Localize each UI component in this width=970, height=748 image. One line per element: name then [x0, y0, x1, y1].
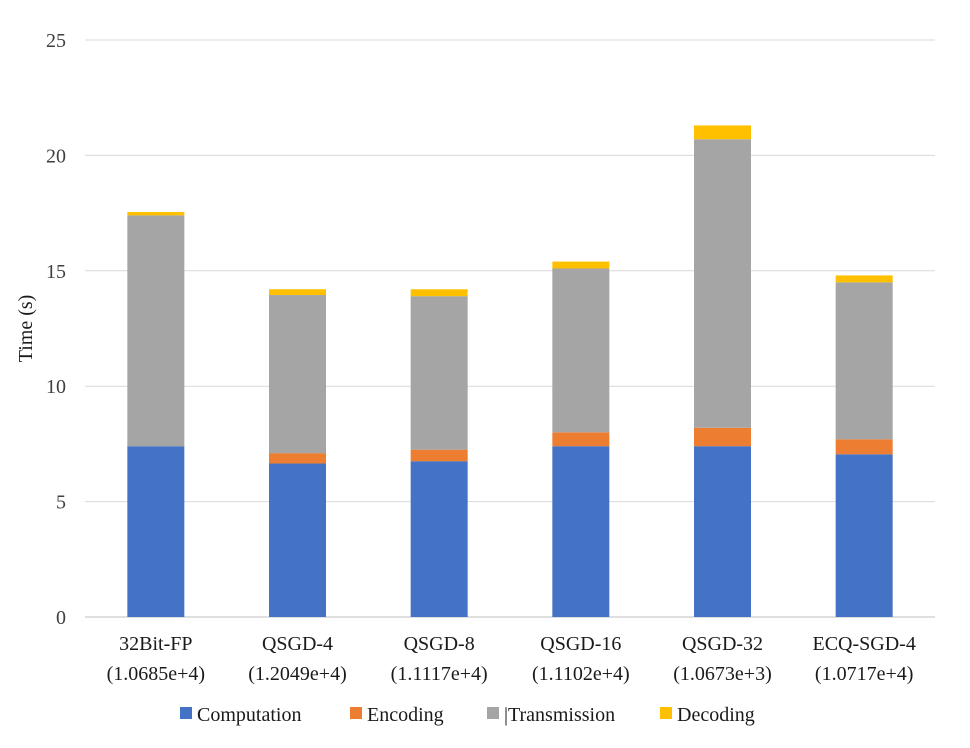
bar-segment-computation [269, 463, 326, 617]
bar-segment-transmission [552, 268, 610, 433]
bar-segment-computation [127, 446, 185, 617]
bar-segment-decoding [410, 289, 468, 297]
x-category-sublabel: (1.2049e+4) [248, 663, 346, 685]
x-category-sublabel: (1.0685e+4) [107, 663, 205, 685]
x-axis-labels: 32Bit-FP (1.0685e+4) QSGD-4 (1.2049e+4) QSGD… [107, 633, 916, 685]
x-category-label: QSGD-16 [540, 633, 621, 655]
y-tick-label: 5 [56, 492, 66, 514]
bar-segment-computation [835, 454, 893, 617]
bar-segment-encoding [552, 432, 610, 447]
x-category-label: QSGD-4 [262, 633, 333, 655]
y-tick-label: 25 [46, 30, 66, 52]
y-axis-ticks: 0 5 10 15 20 25 [46, 30, 66, 629]
legend-label: Encoding [367, 704, 444, 726]
y-tick-label: 20 [46, 145, 66, 167]
bar-segment-decoding [269, 289, 326, 296]
bar-segment-transmission [835, 282, 893, 440]
legend-swatch [350, 707, 362, 719]
x-category-label: QSGD-32 [682, 633, 763, 655]
bar-segment-encoding [835, 439, 893, 455]
bar-segment-computation [552, 446, 610, 617]
bar-segment-encoding [269, 453, 326, 464]
bar-segment-encoding [410, 449, 468, 462]
legend-label: |Transmission [504, 704, 615, 726]
y-tick-label: 15 [46, 261, 66, 283]
gridlines [85, 39, 935, 618]
x-category-sublabel: (1.0673e+3) [673, 663, 771, 685]
bar-segment-computation [410, 461, 468, 617]
legend-swatch [180, 707, 192, 719]
bar-segment-transmission [127, 215, 185, 447]
bar-segment-encoding [694, 427, 751, 447]
bars [127, 125, 893, 617]
x-category-sublabel: (1.1117e+4) [391, 663, 488, 685]
y-tick-label: 10 [46, 376, 66, 398]
bar-segment-transmission [694, 139, 751, 428]
x-category-sublabel: (1.0717e+4) [815, 663, 913, 685]
legend-label: Decoding [677, 704, 755, 726]
x-category-sublabel: (1.1102e+4) [532, 663, 630, 685]
bar-segment-computation [694, 446, 751, 617]
bar-segment-decoding [694, 125, 751, 140]
legend: Computation Encoding |Transmission Decoding [180, 704, 755, 726]
legend-swatch [487, 707, 499, 719]
x-category-label: ECQ-SGD-4 [812, 633, 915, 655]
bar-segment-decoding [552, 261, 610, 269]
bar-segment-transmission [269, 295, 326, 454]
bar-segment-transmission [410, 296, 468, 450]
x-category-label: QSGD-8 [404, 633, 475, 655]
legend-label: Computation [197, 704, 301, 726]
bar-segment-decoding [835, 275, 893, 283]
y-tick-label: 0 [56, 607, 66, 629]
y-axis-title: Time (s) [15, 295, 37, 363]
bar-segment-decoding [127, 211, 185, 216]
x-category-label: 32Bit-FP [119, 633, 192, 655]
legend-swatch [660, 707, 672, 719]
